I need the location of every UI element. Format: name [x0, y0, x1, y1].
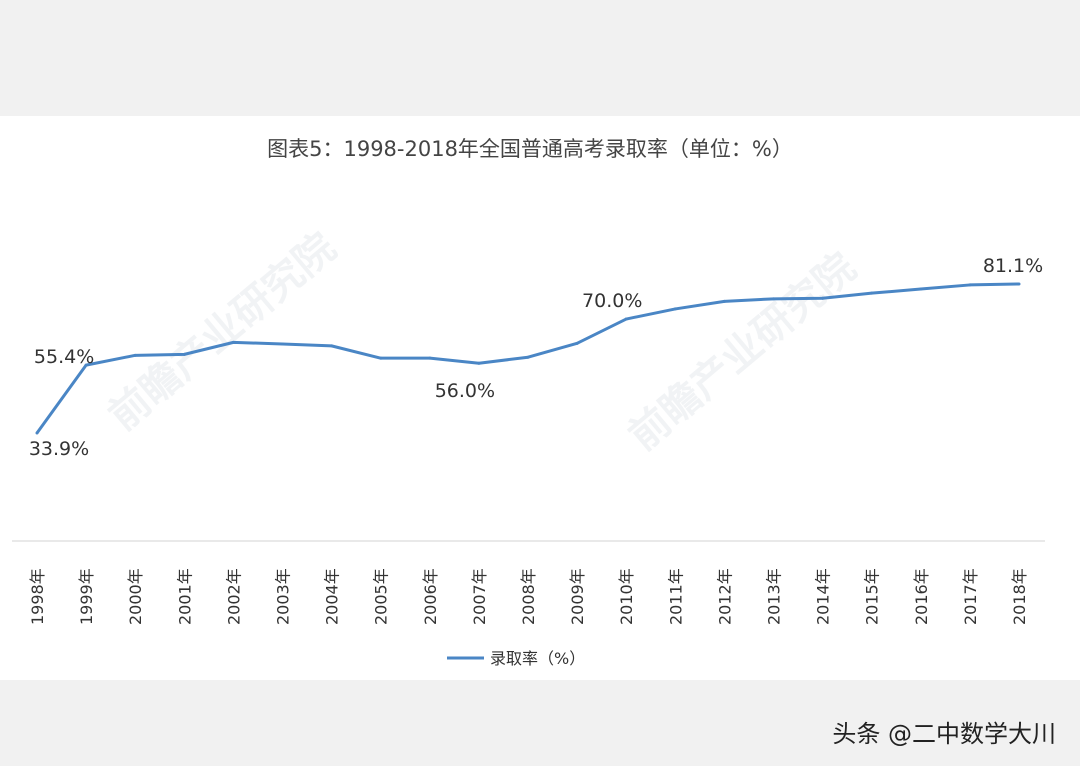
data-point: [428, 356, 432, 360]
chart-panel: [0, 116, 1080, 680]
data-point: [575, 341, 579, 345]
data-point: [133, 353, 137, 357]
data-point: [477, 361, 481, 365]
credit-text: 头条 @二中数学大川: [832, 720, 1056, 748]
legend-label: 录取率（%）: [490, 649, 585, 668]
x-tick-label: 2014年: [814, 568, 833, 625]
x-tick-label: 2012年: [715, 568, 734, 625]
chart-title: 图表5：1998-2018年全国普通高考录取率（单位：%）: [267, 137, 793, 161]
data-point: [772, 297, 775, 301]
data-point: [673, 307, 677, 311]
x-tick-label: 2015年: [863, 568, 882, 625]
x-tick-label: 2001年: [175, 568, 194, 625]
x-tick-label: 2008年: [519, 568, 538, 625]
data-point: [821, 296, 825, 300]
x-tick-label: 2007年: [470, 568, 489, 625]
data-point: [231, 340, 235, 344]
data-point: [1017, 282, 1021, 286]
x-tick-label: 2011年: [666, 568, 685, 625]
data-point: [35, 431, 39, 435]
x-tick-label: 2018年: [1010, 568, 1029, 625]
x-tick-label: 2009年: [568, 568, 587, 625]
x-tick-label: 2002年: [224, 568, 243, 625]
x-tick-label: 2005年: [372, 568, 391, 625]
data-point: [968, 283, 972, 287]
data-label: 33.9%: [29, 438, 89, 460]
data-point: [281, 342, 284, 346]
data-point: [84, 363, 88, 367]
data-label: 81.1%: [983, 255, 1043, 277]
data-point: [182, 352, 186, 356]
data-point: [330, 344, 334, 348]
data-point: [379, 356, 383, 360]
x-tick-label: 2003年: [274, 568, 293, 625]
x-tick-label: 2006年: [421, 568, 440, 625]
data-point: [919, 287, 923, 291]
x-tick-label: 2010年: [617, 568, 636, 625]
x-tick-label: 2000年: [126, 568, 145, 625]
x-tick-label: 2004年: [323, 568, 342, 625]
data-label: 55.4%: [34, 346, 94, 368]
data-label: 56.0%: [435, 380, 495, 402]
x-tick-label: 1998年: [28, 568, 47, 625]
data-point: [870, 291, 874, 295]
data-label: 70.0%: [582, 290, 642, 312]
data-point: [526, 355, 530, 359]
x-tick-label: 2017年: [961, 568, 980, 625]
data-point: [624, 317, 628, 321]
x-tick-label: 2016年: [912, 568, 931, 625]
data-point: [722, 299, 726, 303]
x-tick-label: 1999年: [77, 568, 96, 625]
x-tick-label: 2013年: [765, 568, 784, 625]
